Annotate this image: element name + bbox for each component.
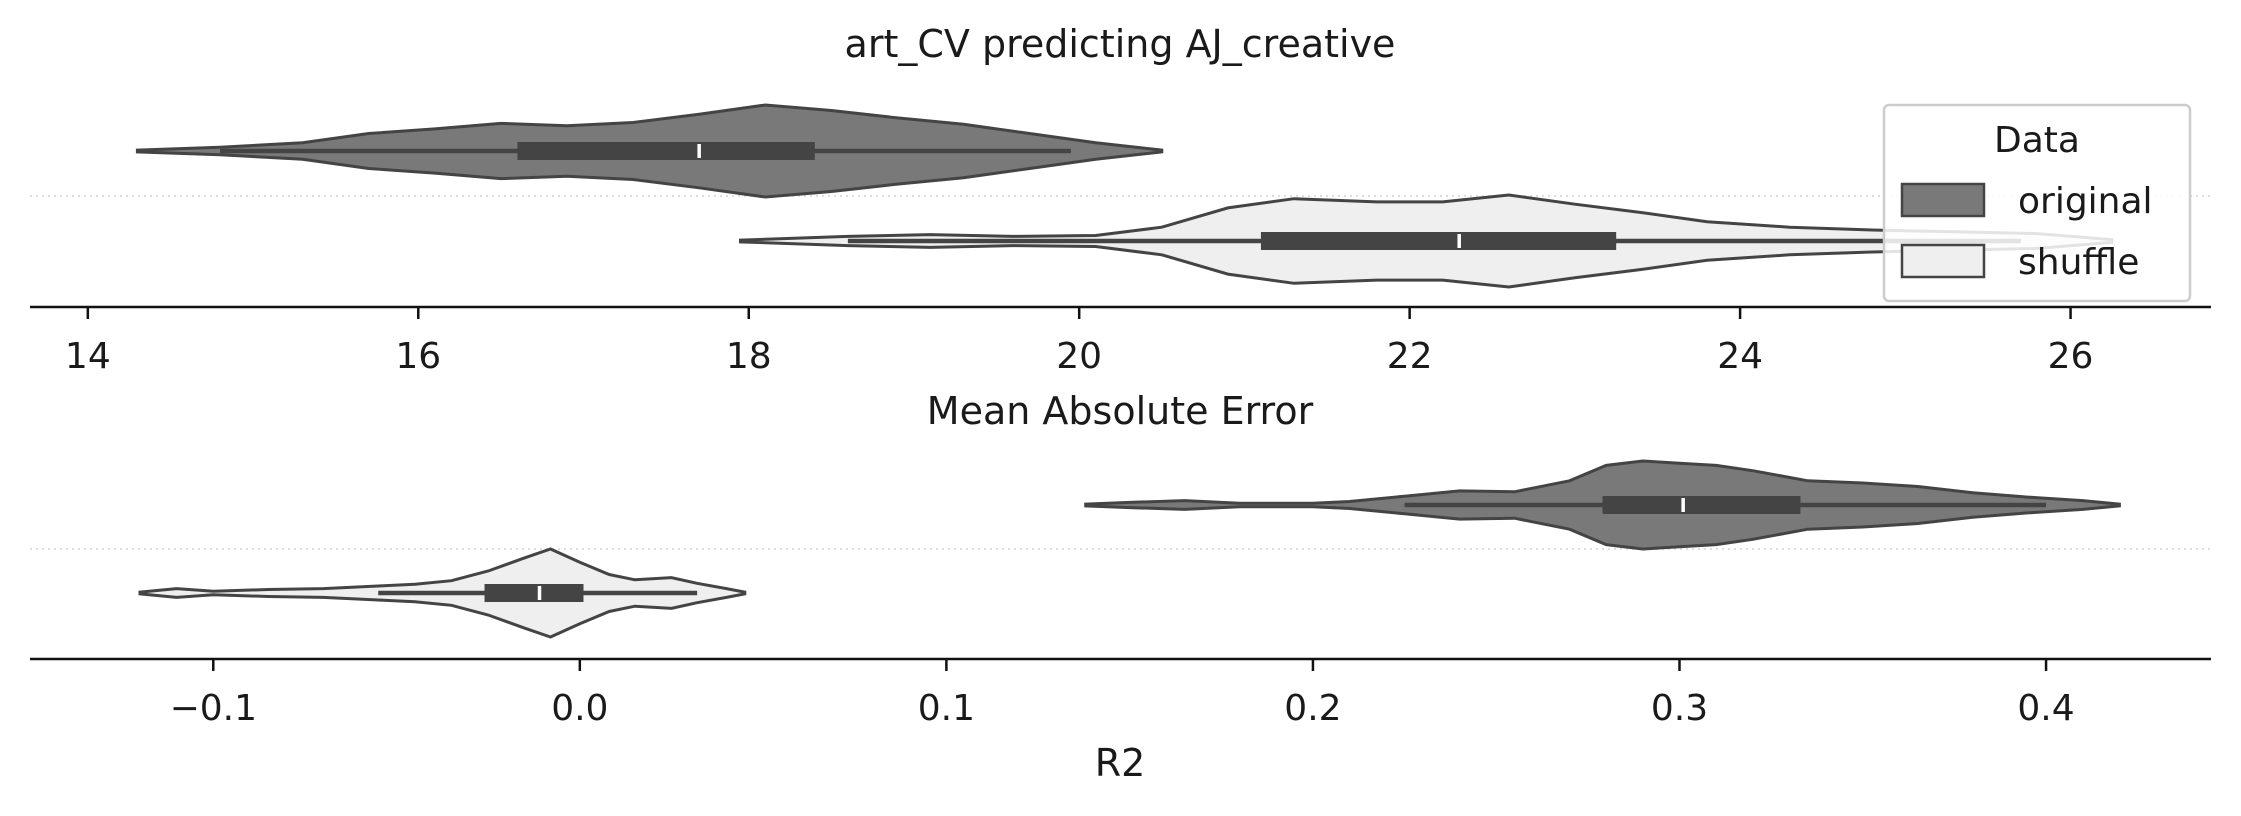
x-axis-label: Mean Absolute Error — [927, 389, 1314, 433]
x-tick-label: 22 — [1387, 336, 1433, 377]
chart-title: art_CV predicting AJ_creative — [845, 22, 1396, 66]
legend-title: Data — [1994, 120, 2080, 161]
iqr-box-original — [517, 142, 815, 160]
x-tick-label: 20 — [1056, 336, 1102, 377]
x-tick-label: 18 — [726, 336, 772, 377]
x-tick-label: 0.3 — [1651, 688, 1708, 729]
x-tick-label: 0.2 — [1284, 688, 1341, 729]
x-tick-label: 0.4 — [2017, 688, 2074, 729]
legend: Data original shuffle — [1882, 103, 2192, 303]
x-tick-label: 14 — [65, 336, 111, 377]
x-axis-label: R2 — [1095, 741, 1146, 785]
iqr-box-original — [1602, 496, 1801, 514]
legend-label-original: original — [2018, 181, 2153, 222]
x-tick-label: 24 — [1717, 336, 1763, 377]
iqr-box-shuffle — [1260, 232, 1617, 250]
legend-swatch-shuffle — [1900, 243, 1986, 279]
r2-panel: −0.1 0.0 0.1 0.2 0.3 0.4 R2 — [30, 459, 2211, 785]
x-tick-label: 26 — [2048, 336, 2094, 377]
x-tick-label: −0.1 — [170, 688, 257, 729]
legend-swatch-original — [1900, 182, 1986, 218]
legend-label-shuffle: shuffle — [2018, 242, 2139, 283]
x-tick-label: 0.0 — [551, 688, 608, 729]
x-tick-label: 16 — [395, 336, 441, 377]
iqr-box-shuffle — [484, 584, 584, 602]
x-tick-label: 0.1 — [918, 688, 975, 729]
mae-panel: 14 16 18 20 22 24 26 Mean Absolute Error — [30, 103, 2211, 433]
